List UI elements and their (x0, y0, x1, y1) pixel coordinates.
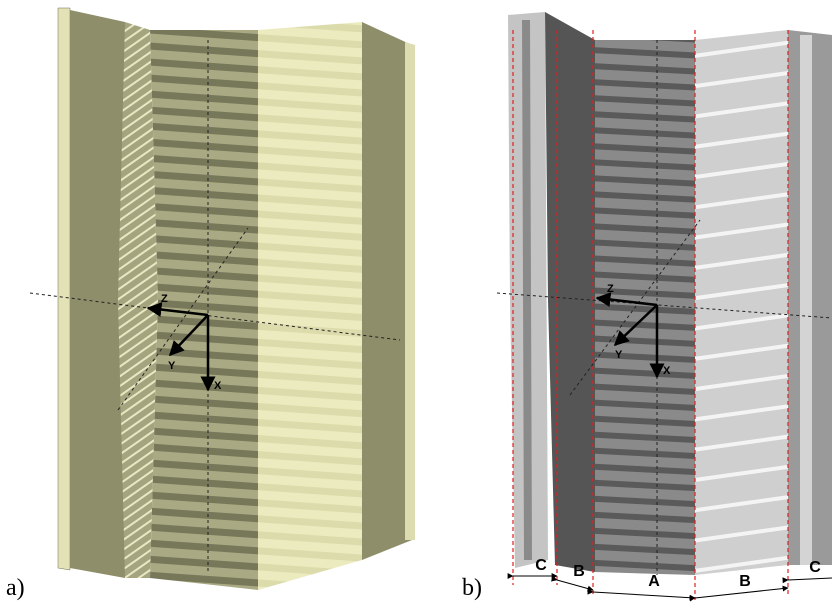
core-a (595, 40, 695, 575)
core-light (258, 22, 362, 590)
axis-label: Y (168, 360, 176, 372)
web (70, 10, 125, 578)
axis-label: Y (615, 349, 623, 361)
axis-label: Z (161, 293, 168, 305)
figure: Z Y X a) Z Y X C B A B C b) (0, 0, 832, 603)
panel-b: Z Y X C B A B C b) (462, 12, 832, 601)
ridge (800, 35, 812, 565)
web (545, 12, 595, 572)
region-label: B (739, 573, 751, 590)
axis-label: X (663, 365, 671, 377)
core-b (695, 30, 788, 575)
web (362, 22, 412, 560)
region-label: C (809, 559, 821, 576)
dimension-lines (513, 576, 832, 598)
panel-label: a) (6, 575, 25, 601)
region-label: C (535, 557, 547, 574)
axis-label: X (214, 380, 222, 392)
panel-a: Z Y X a) (6, 8, 415, 601)
page: Z Y X a) Z Y X C B A B C b) (() => { con… (0, 0, 832, 603)
hatched-zone (118, 22, 158, 578)
axis-label: Z (607, 283, 614, 295)
flange (58, 8, 70, 570)
region-label: A (648, 573, 660, 590)
flange (405, 42, 415, 540)
panel-label: b) (462, 575, 482, 601)
region-label: B (573, 563, 585, 580)
